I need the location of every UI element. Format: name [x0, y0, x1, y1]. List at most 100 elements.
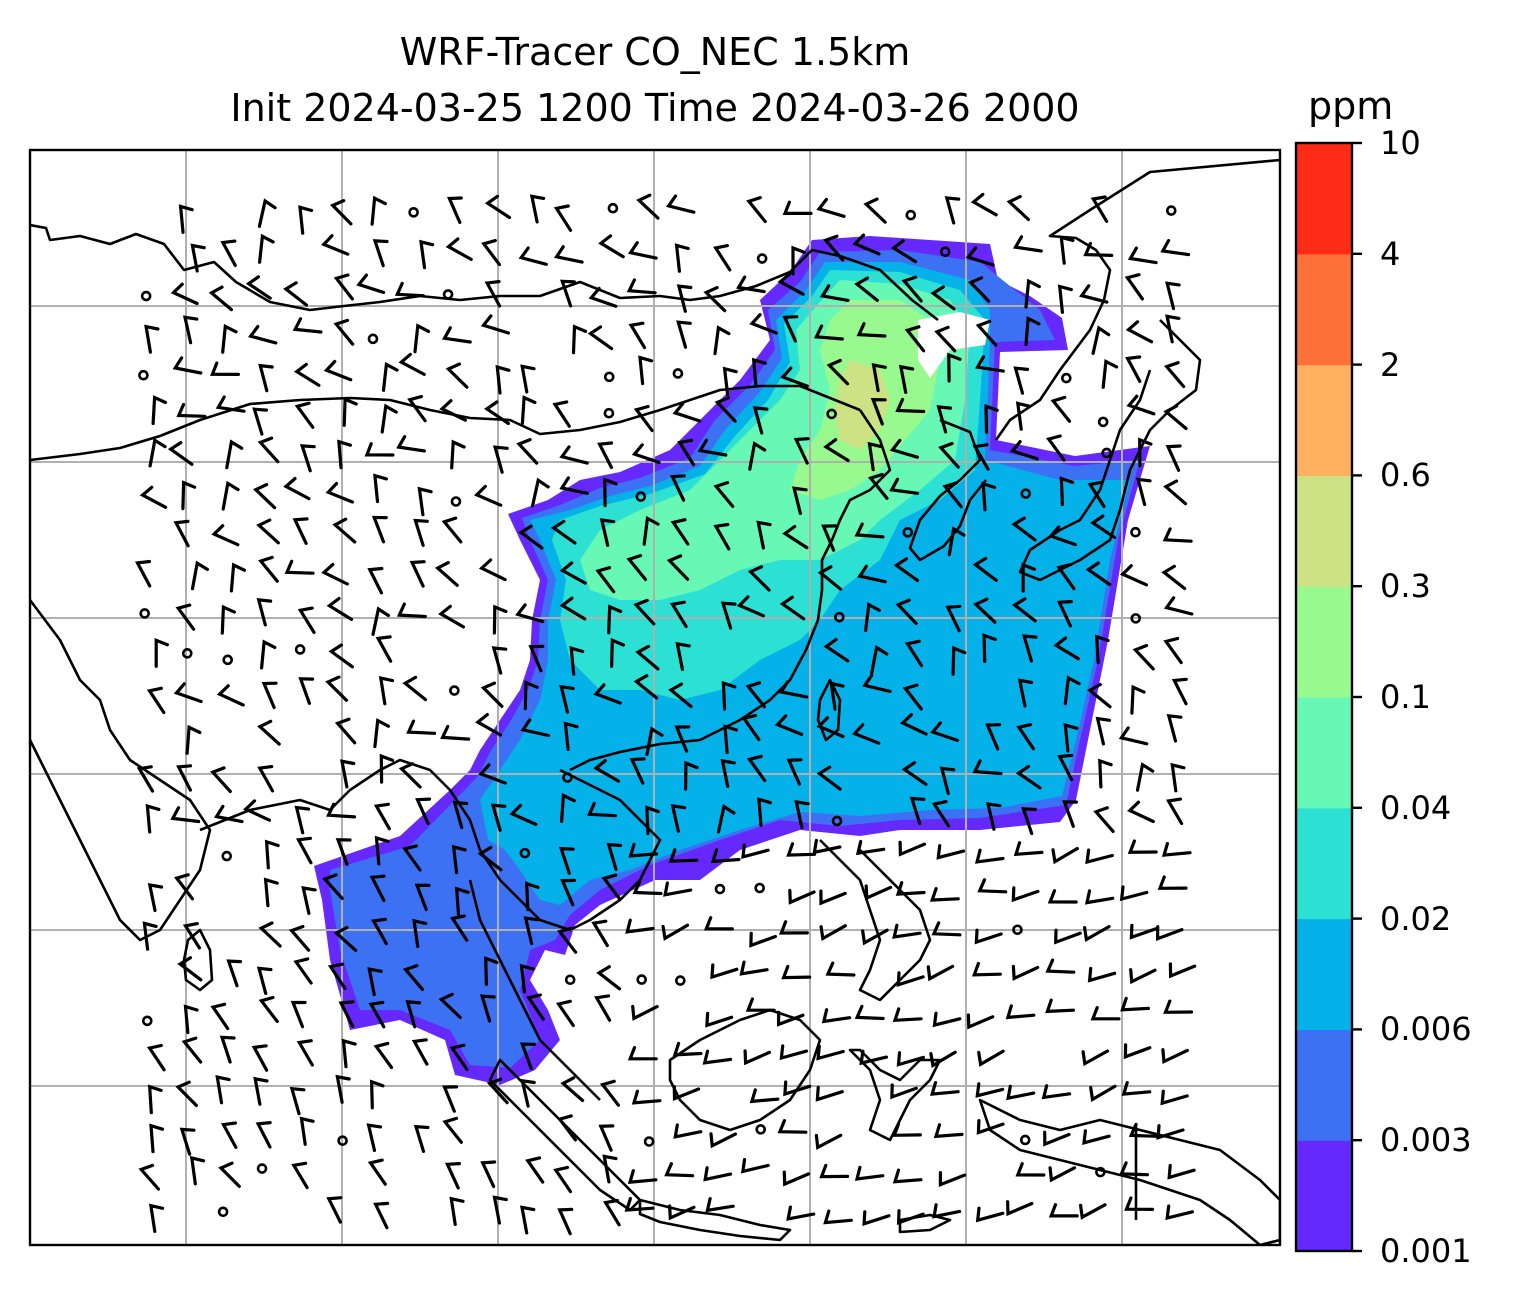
wind-barb [774, 714, 804, 736]
wind-barb [1125, 355, 1142, 383]
wind-barb [1056, 600, 1073, 628]
wind-barb [445, 237, 473, 261]
wind-barb [215, 395, 246, 413]
wind-barb [703, 286, 727, 313]
wind-barb [669, 600, 688, 629]
wind-barb [1048, 1203, 1079, 1218]
wind-barb [406, 719, 437, 735]
colorbar-segment [1296, 364, 1352, 476]
wind-barb [291, 1161, 309, 1190]
wind-barb [136, 765, 155, 793]
wind-barb [781, 964, 812, 980]
calm-wind-marker [294, 644, 306, 655]
wind-barb [560, 878, 577, 907]
wind-barb [984, 403, 999, 434]
wind-barb [334, 717, 357, 745]
wind-barb [1135, 762, 1155, 792]
calm-wind-marker [442, 289, 454, 300]
coastline-india [30, 599, 212, 942]
wind-barb [367, 566, 384, 595]
wind-barb [284, 559, 315, 575]
wind-barb [373, 473, 388, 504]
calm-wind-marker [672, 368, 684, 379]
wind-barb [371, 917, 388, 946]
country-border-mongolia [30, 384, 861, 462]
wind-barb [1126, 394, 1156, 416]
colorbar-tick-label: 0.6 [1380, 456, 1431, 495]
wind-barb [369, 1079, 385, 1110]
wind-barb [553, 245, 584, 264]
wind-barb [672, 1085, 701, 1102]
calm-wind-marker [519, 847, 531, 859]
calm-wind-marker [675, 975, 686, 986]
wind-barb [256, 518, 280, 545]
coastline-sulawesi [848, 1048, 942, 1142]
wind-barb [553, 1165, 573, 1194]
wind-barb [603, 477, 618, 508]
wind-barb [632, 879, 663, 896]
wind-barb [1011, 516, 1037, 542]
wind-barb [1006, 1200, 1034, 1217]
wind-barb [374, 835, 390, 866]
wind-barb [301, 886, 317, 915]
wind-barb [367, 1158, 387, 1186]
wind-barb [864, 884, 893, 901]
wind-barb [179, 1127, 196, 1156]
wind-barb [703, 1166, 733, 1182]
wind-barb [938, 441, 960, 469]
wind-barb [245, 275, 272, 300]
calm-wind-marker [337, 1135, 348, 1146]
wind-barb [594, 994, 612, 1022]
wind-barb [520, 364, 536, 394]
wind-barb [226, 959, 243, 988]
wind-barb [481, 239, 501, 267]
colorbar-segment [1296, 1029, 1352, 1141]
wind-barb [782, 1170, 811, 1187]
wind-barb [1171, 677, 1188, 706]
wind-barb [414, 883, 431, 912]
wind-barb [480, 314, 510, 335]
wind-barb [1013, 366, 1030, 395]
wind-barb [1163, 636, 1183, 665]
wind-barb [563, 721, 579, 751]
wind-barb [1119, 1161, 1149, 1177]
wind-barb [821, 524, 838, 552]
wind-barb [722, 366, 738, 397]
wind-barb [965, 246, 995, 267]
wind-barb [1017, 678, 1034, 708]
wind-barb [328, 643, 354, 669]
wind-barb [518, 246, 548, 266]
wind-barb [182, 315, 199, 345]
wind-barb [1057, 284, 1073, 314]
wind-barb [966, 1013, 995, 1030]
wind-barb [1163, 404, 1188, 431]
wind-barb [817, 565, 843, 591]
wind-barb [951, 645, 967, 676]
calm-wind-marker [755, 1124, 767, 1135]
wind-barb [333, 273, 354, 301]
colorbar-segment [1296, 143, 1352, 255]
wind-barb [598, 1124, 615, 1152]
colorbar-tick-label: 0.006 [1380, 1010, 1472, 1049]
wind-barb [756, 520, 772, 550]
wind-barb [1082, 1129, 1111, 1145]
wind-barb [777, 1119, 808, 1134]
wind-barb [298, 205, 314, 235]
wind-barb [626, 278, 657, 295]
wind-barb [783, 1080, 812, 1097]
calm-wind-marker [1061, 372, 1072, 384]
wind-barb [814, 1133, 843, 1150]
wind-barb [938, 1171, 967, 1187]
wind-barb [1087, 480, 1106, 509]
wind-barb [587, 325, 614, 351]
wind-barb [890, 239, 918, 264]
wind-barb [378, 676, 395, 706]
wind-barb [148, 437, 167, 468]
wind-barb [442, 1116, 463, 1144]
wind-barb [1050, 395, 1072, 423]
wind-barb [525, 1156, 545, 1184]
wind-barb [1120, 996, 1150, 1012]
wind-barb [971, 961, 1002, 977]
wind-barb [1124, 273, 1144, 301]
wind-barb [190, 560, 209, 591]
